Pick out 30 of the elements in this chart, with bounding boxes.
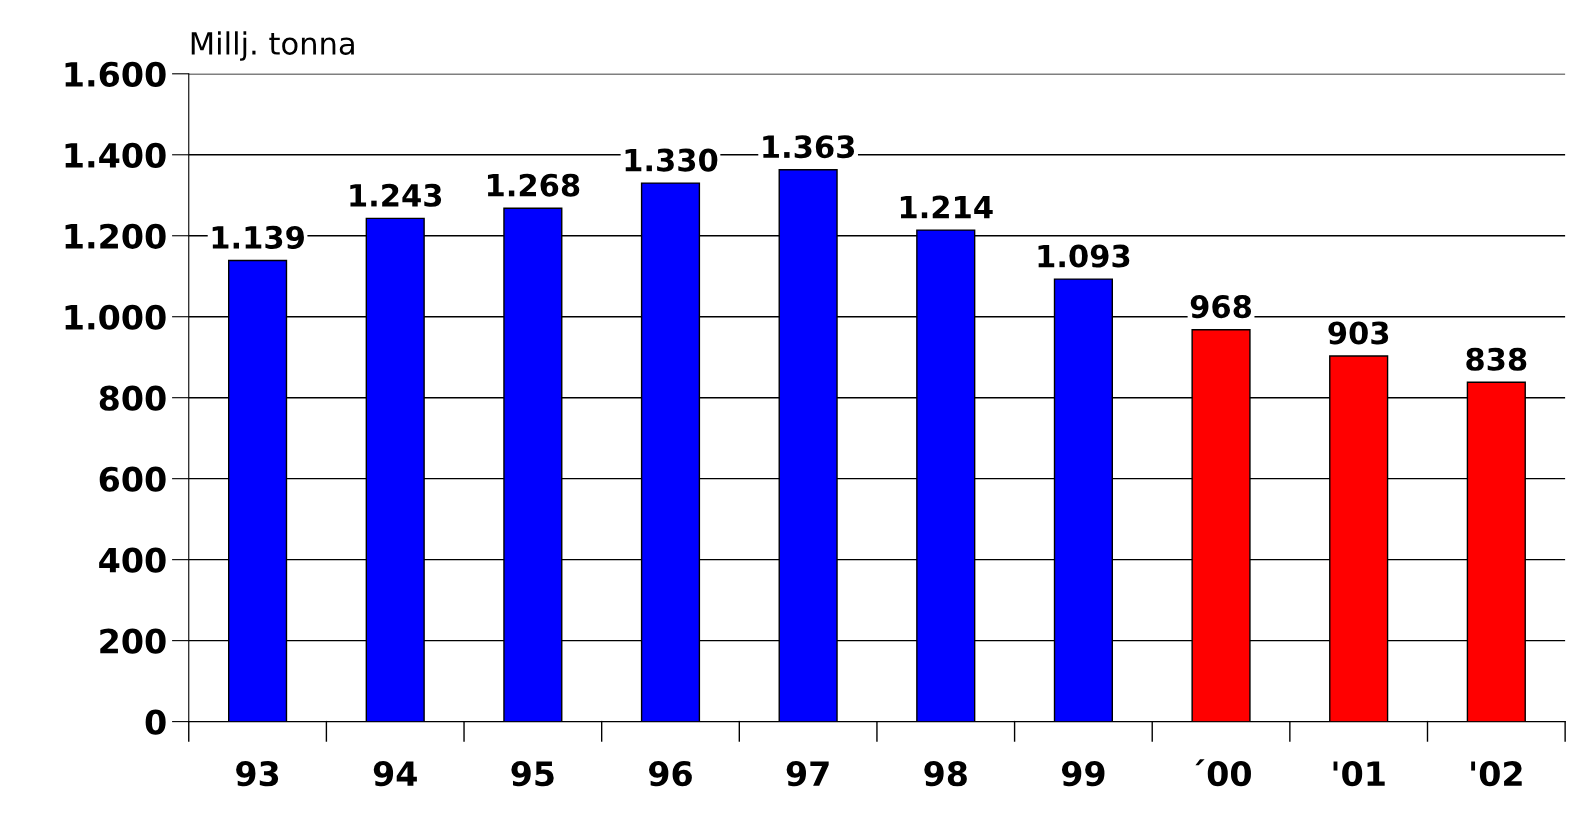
x-tick-label: 94 — [373, 761, 417, 787]
data-label: 968 — [1190, 295, 1252, 319]
x-tick-label: 99 — [1061, 761, 1105, 787]
data-label: 1.268 — [487, 173, 580, 197]
x-tick-label: 95 — [511, 761, 554, 787]
x-tick-label: 93 — [236, 761, 279, 787]
data-label: 903 — [1328, 321, 1389, 345]
data-label: 1.243 — [350, 183, 442, 207]
x-tick-label: ´00 — [1195, 759, 1251, 787]
x-tick-label: '02 — [1471, 761, 1522, 787]
y-tick-label: 1.000 — [65, 304, 166, 330]
data-label: 1.363 — [763, 135, 855, 159]
data-label: 1.093 — [1038, 244, 1130, 268]
y-tick-label: 800 — [99, 385, 166, 411]
x-tick-label: 96 — [649, 761, 692, 787]
data-label: 1.214 — [900, 195, 993, 219]
y-tick-label: 1.200 — [65, 223, 166, 249]
y-axis-title: Millj. tonna — [191, 31, 354, 61]
y-tick-label: 400 — [99, 547, 166, 573]
data-label: 1.330 — [625, 148, 718, 172]
data-label: 838 — [1466, 347, 1527, 371]
y-tick-label: 1.600 — [65, 61, 166, 87]
x-tick-label: 97 — [786, 761, 829, 787]
data-label: 1.139 — [212, 225, 304, 249]
x-tick-label: '01 — [1333, 761, 1385, 787]
x-tick-label: 98 — [924, 761, 967, 787]
y-tick-label: 0 — [145, 709, 166, 735]
y-tick-label: 600 — [99, 466, 166, 492]
y-tick-label: 200 — [100, 628, 166, 654]
y-tick-label: 1.400 — [65, 142, 166, 168]
